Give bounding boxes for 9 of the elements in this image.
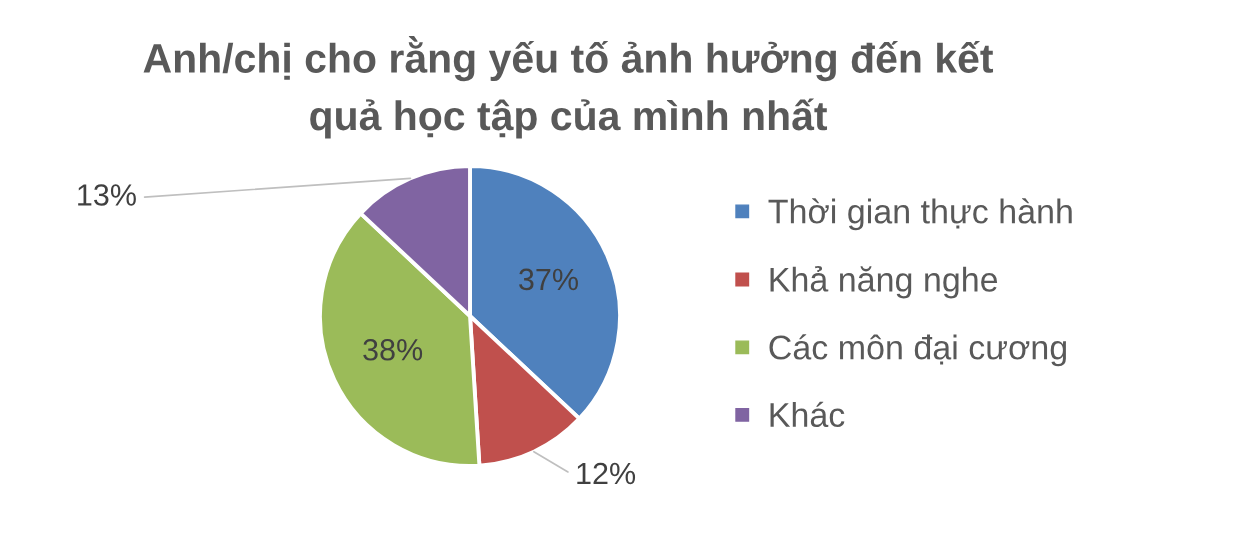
data-label: 12%	[577, 462, 636, 485]
data-label: 37%	[519, 268, 578, 291]
legend-label: Khác	[770, 401, 845, 428]
data-label: 38%	[363, 338, 423, 361]
legend-label: Các môn đại cương	[769, 334, 1066, 367]
legend-label: Khả năng nghe	[770, 266, 998, 299]
data-label: 13%	[78, 184, 136, 206]
legend-label: Thời gian thực hành	[768, 198, 1072, 231]
chart-title: Anh/chị cho rằng yếu tố ảnh hưởng đến kết quả học tập của mình nhất	[143, 36, 994, 139]
